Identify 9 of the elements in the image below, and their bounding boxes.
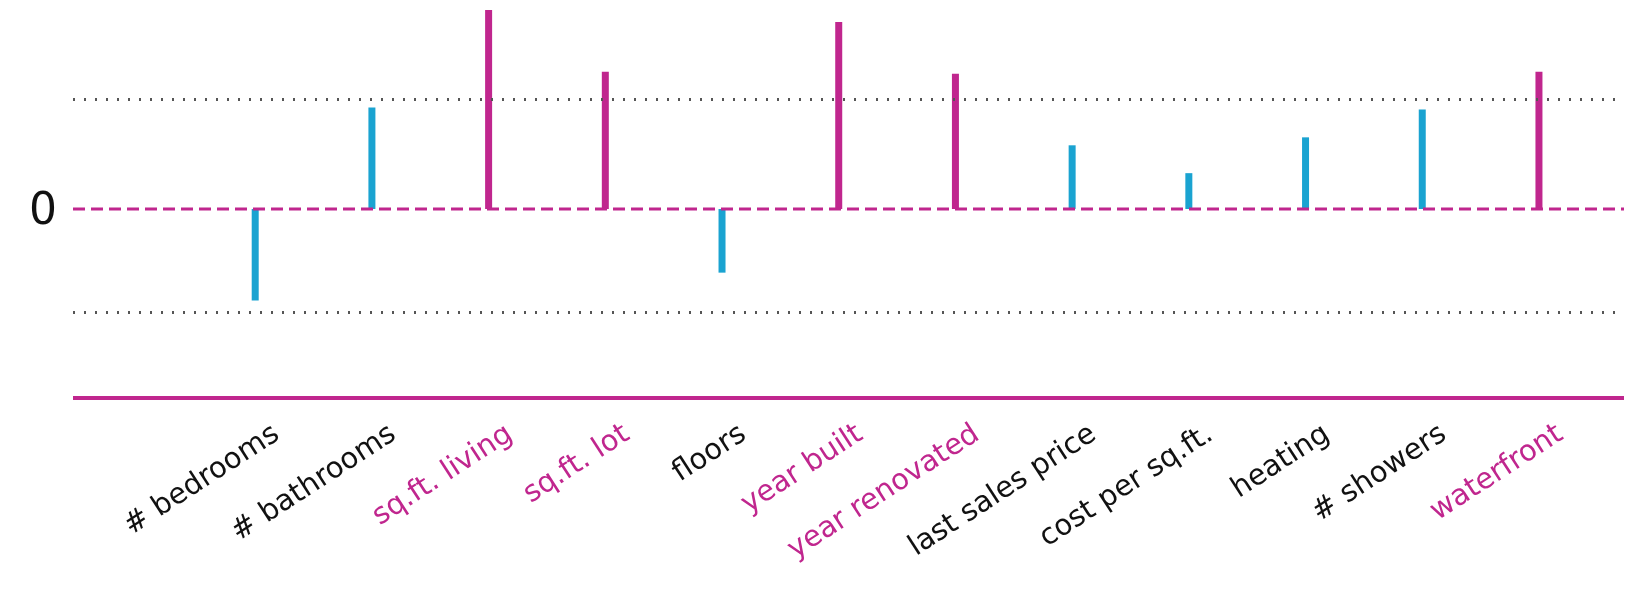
x-tick-label: sq.ft. lot [516,415,635,510]
ref-line-label: 0 [29,183,57,235]
bar [1418,109,1426,209]
bar [1302,137,1310,209]
bar [251,208,259,301]
bar [718,208,726,273]
bar [1068,145,1076,209]
bar [1185,173,1193,209]
bar [368,107,376,209]
